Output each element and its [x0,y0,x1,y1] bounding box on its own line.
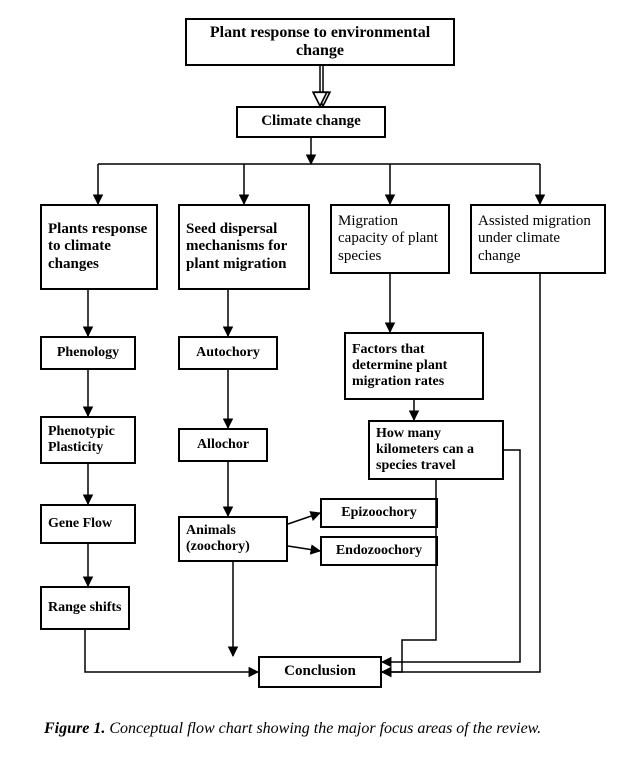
node-animals-zoochory: Animals (zoochory) [178,516,288,562]
node-phenotypic-plasticity: Phenotypic Plasticity [40,416,136,464]
node-autochory: Autochory [178,336,278,370]
node-col2: Seed dispersal mechanisms for plant migr… [178,204,310,290]
node-km: How many kilometers can a species travel [368,420,504,480]
node-conclusion: Conclusion [258,656,382,688]
node-allochor: Allochor [178,428,268,462]
node-factors: Factors that determine plant migration r… [344,332,484,400]
figure-number: Figure 1. [44,720,105,737]
node-climate: Climate change [236,106,386,138]
node-col4: Assisted migration under climate change [470,204,606,274]
figure-caption: Figure 1. Conceptual flow chart showing … [44,718,604,740]
node-col3: Migration capacity of plant species [330,204,450,274]
node-gene-flow: Gene Flow [40,504,136,544]
node-epizoochory: Epizoochory [320,498,438,528]
node-phenology: Phenology [40,336,136,370]
node-col1: Plants response to climate changes [40,204,158,290]
figure-text: Conceptual flow chart showing the major … [105,720,541,737]
node-range-shifts: Range shifts [40,586,130,630]
node-endozoochory: Endozoochory [320,536,438,566]
node-root: Plant response to environmental change [185,18,455,66]
